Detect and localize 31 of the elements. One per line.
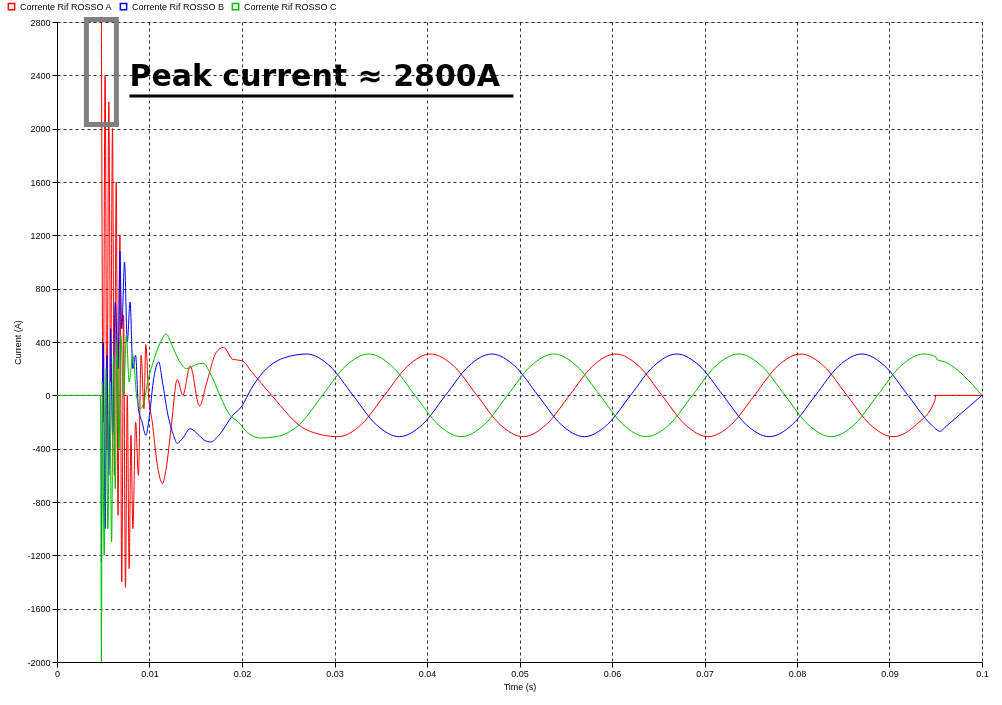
- y-tick-label: -400: [32, 444, 51, 455]
- x-tick-label: 0: [54, 668, 61, 679]
- x-tick-label: 0.08: [788, 668, 807, 679]
- annotation: Peak current ≈ 2800A: [129, 58, 501, 93]
- y-tick-label: 1200: [30, 230, 51, 241]
- legend-label: Corrente Rif ROSSO A: [20, 1, 112, 12]
- line-series: [100, 22, 982, 588]
- y-tick-label: 0: [45, 390, 51, 401]
- y-tick-label: -1600: [27, 604, 51, 615]
- y-tick-label: 2000: [30, 124, 51, 135]
- y-tick-label: 800: [35, 284, 51, 295]
- x-axis-title: Time (s): [503, 681, 537, 692]
- legend-label: Corrente Rif ROSSO C: [244, 1, 338, 12]
- y-tick-label: 2400: [30, 70, 51, 81]
- y-tick-label: -1200: [27, 550, 51, 561]
- x-tick-label: 0.06: [603, 668, 622, 679]
- y-tick-label: -800: [32, 497, 51, 508]
- y-tick-label: 2800: [30, 17, 51, 28]
- x-tick-label: 0.01: [141, 668, 159, 679]
- y-axis-title: Current (A): [13, 320, 24, 365]
- x-tick-label: 0.04: [418, 668, 437, 679]
- x-tick-label: 0.02: [233, 668, 252, 679]
- x-tick-label: 0.07: [696, 668, 714, 679]
- y-tick-label: 400: [35, 337, 51, 348]
- legend-label: Corrente Rif ROSSO B: [132, 1, 225, 12]
- y-tick-label: -2000: [27, 657, 51, 668]
- x-tick-label: 0.09: [881, 668, 899, 679]
- y-tick-label: 1600: [30, 177, 51, 188]
- x-tick-label: 0.05: [511, 668, 529, 679]
- x-tick-label: 0.03: [326, 668, 344, 679]
- x-tick-label: 0.1: [976, 668, 989, 679]
